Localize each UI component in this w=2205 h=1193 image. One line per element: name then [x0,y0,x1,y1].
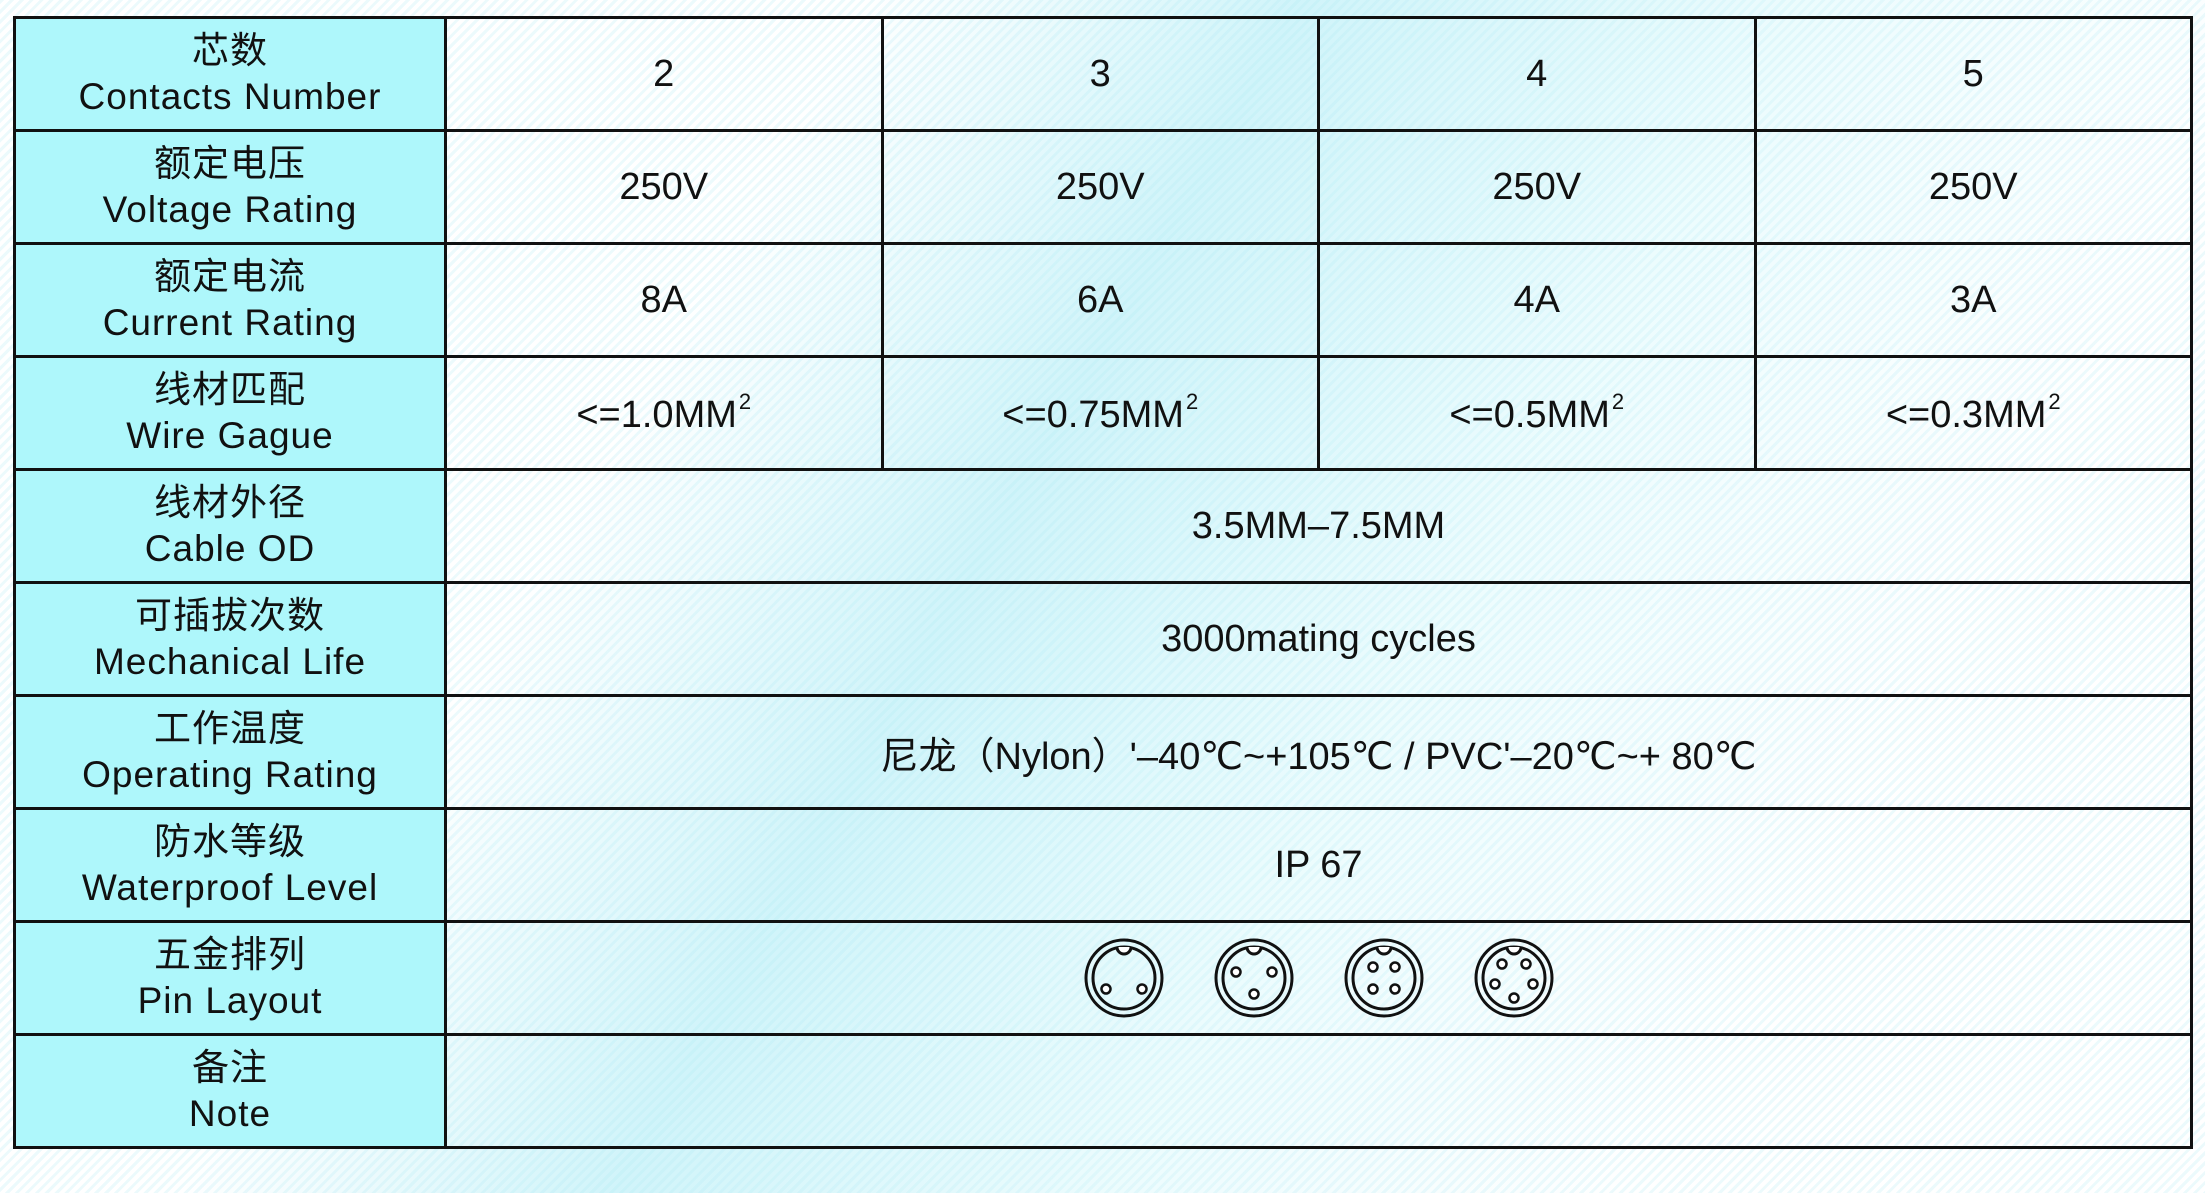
pin-layout-2-icon [1083,937,1165,1019]
cell-value: <=0.5MM [1449,394,1610,436]
value-cell: 250V [444,129,884,245]
label-english: Waterproof Level [81,867,379,908]
label-chinese: 线材外径 [154,482,306,523]
merged-value-cell: 3000mating cycles [444,581,2193,697]
label-english: Cable OD [144,528,316,569]
pin-layout-4-icon [1343,937,1425,1019]
cell-value: 8A [640,278,687,321]
cell-value: 4 [1526,52,1548,95]
cell-value: 4A [1513,278,1560,321]
label-chinese: 备注 [192,1047,268,1088]
label-english: Pin Layout [137,980,323,1021]
label-chinese: 防水等级 [154,821,306,862]
value-cell: 6A [880,242,1320,358]
value-cell: 3 [880,16,1320,132]
cell-value: 3000mating cycles [1161,617,1476,660]
label-english: Contacts Number [78,76,382,117]
label-english: Current Rating [102,302,358,343]
label-english: Voltage Rating [102,189,358,230]
row-label: 工作温度 Operating Rating [13,694,447,810]
merged-value-cell [444,1033,2193,1149]
label-chinese: 芯数 [192,30,268,71]
label-chinese: 工作温度 [154,708,306,749]
cell-value: 250V [1492,165,1582,208]
spec-table: 芯数 Contacts Number 2 3 4 5 额定电压 Voltage Rating 2… [13,16,2193,1149]
label-chinese: 线材匹配 [154,369,306,410]
value-cell: 250V [1753,129,2193,245]
value-cell: 4A [1317,242,1757,358]
row-label: 备注 Note [13,1033,447,1149]
label-chinese: 可插拔次数 [135,595,325,636]
value-cell: 8A [444,242,884,358]
cell-value: 5 [1962,52,1984,95]
cell-value: 250V [1055,165,1145,208]
superscript: 2 [1611,389,1625,414]
table-row: 线材匹配 Wire Gague <=1.0MM2 <=0.75MM2 <=0.5MM2 <… [13,355,2193,471]
value-cell: <=0.5MM2 [1317,355,1757,471]
table-row: 芯数 Contacts Number 2 3 4 5 [13,16,2193,132]
row-label: 额定电压 Voltage Rating [13,129,447,245]
label-chinese: 额定电流 [154,256,306,297]
value-cell: 2 [444,16,884,132]
value-cell: 3A [1753,242,2193,358]
row-label: 线材匹配 Wire Gague [13,355,447,471]
value-cell: 250V [880,129,1320,245]
label-english: Mechanical Life [93,641,367,682]
value-cell: 250V [1317,129,1757,245]
table-row: 额定电流 Current Rating 8A 6A 4A 3A [13,242,2193,358]
cell-value: <=1.0MM [576,394,737,436]
row-label: 防水等级 Waterproof Level [13,807,447,923]
label-chinese: 五金排列 [154,934,306,975]
row-label: 可插拔次数 Mechanical Life [13,581,447,697]
cell-value: <=0.75MM [1002,394,1184,436]
table-row: 防水等级 Waterproof Level IP 67 [13,807,2193,923]
cell-value: 3A [1950,278,1997,321]
cell-value: 250V [1928,165,2018,208]
cell-value: 尼龙（Nylon）'–40℃~+105℃ / PVC'–20℃~+ 80℃ [880,735,1757,778]
label-english: Wire Gague [126,415,334,456]
table-row: 可插拔次数 Mechanical Life 3000mating cycles [13,581,2193,697]
table-row: 工作温度 Operating Rating 尼龙（Nylon）'–40℃~+105℃… [13,694,2193,810]
value-cell: <=1.0MM2 [444,355,884,471]
merged-value-cell: IP 67 [444,807,2193,923]
table-row: 额定电压 Voltage Rating 250V 250V 250V 250V [13,129,2193,245]
table-row: 备注 Note [13,1033,2193,1149]
label-english: Note [188,1093,272,1134]
pin-layout-3-icon [1213,937,1295,1019]
pin-layout-cell [444,920,2193,1036]
cell-value: 3 [1089,52,1111,95]
merged-value-cell: 尼龙（Nylon）'–40℃~+105℃ / PVC'–20℃~+ 80℃ [444,694,2193,810]
pin-layout-5-icon [1473,937,1555,1019]
label-english: Operating Rating [82,754,378,795]
row-label: 五金排列 Pin Layout [13,920,447,1036]
superscript: 2 [738,389,752,414]
superscript: 2 [1185,389,1199,414]
cell-value: IP 67 [1274,843,1363,886]
table-row: 线材外径 Cable OD 3.5MM–7.5MM [13,468,2193,584]
row-label: 额定电流 Current Rating [13,242,447,358]
cell-value: 2 [653,52,675,95]
cell-value: 250V [619,165,709,208]
value-cell: <=0.3MM2 [1753,355,2193,471]
value-cell: <=0.75MM2 [880,355,1320,471]
cell-value: 3.5MM–7.5MM [1191,504,1446,547]
superscript: 2 [2048,389,2061,414]
merged-value-cell: 3.5MM–7.5MM [444,468,2193,584]
table-row: 五金排列 Pin Layout [13,920,2193,1036]
cell-value: 6A [1077,278,1124,321]
row-label: 芯数 Contacts Number [13,16,447,132]
value-cell: 5 [1753,16,2193,132]
cell-value: <=0.3MM [1885,394,2047,436]
value-cell: 4 [1317,16,1757,132]
label-chinese: 额定电压 [154,143,306,184]
row-label: 线材外径 Cable OD [13,468,447,584]
